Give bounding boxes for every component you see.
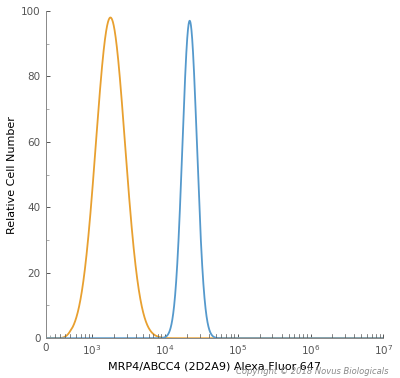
- Y-axis label: Relative Cell Number: Relative Cell Number: [7, 116, 17, 234]
- X-axis label: MRP4/ABCC4 (2D2A9) Alexa Fluor 647: MRP4/ABCC4 (2D2A9) Alexa Fluor 647: [108, 361, 321, 371]
- Text: Copyright © 2018 Novus Biologicals: Copyright © 2018 Novus Biologicals: [236, 367, 388, 376]
